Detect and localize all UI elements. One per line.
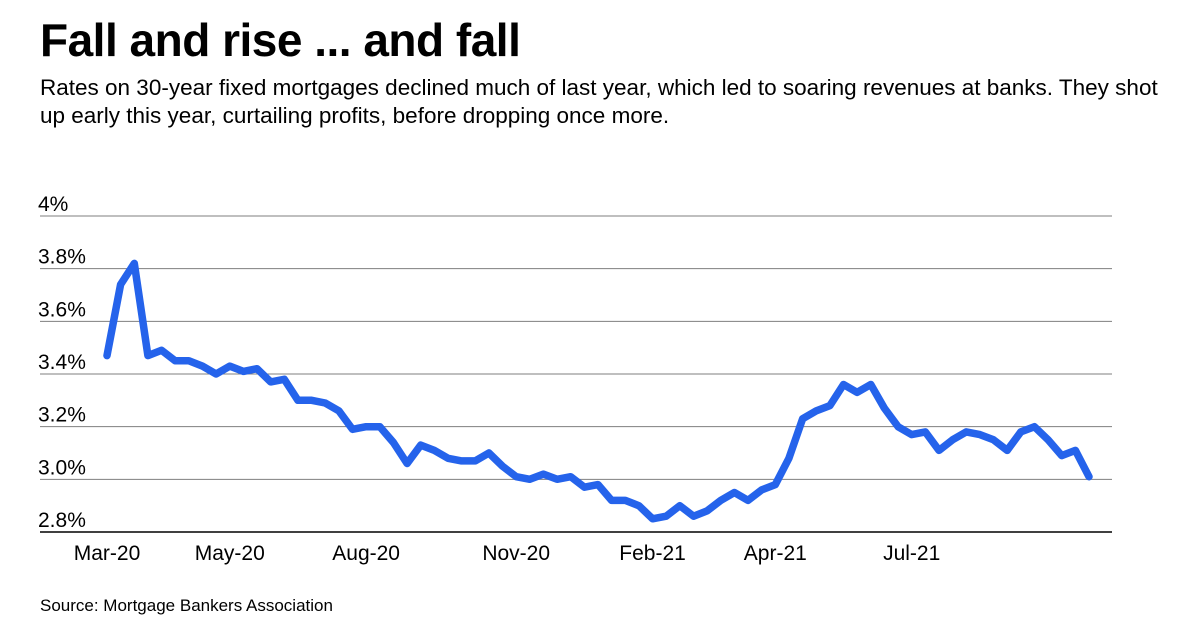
data-point xyxy=(418,442,424,448)
data-point xyxy=(786,455,792,461)
x-tick-label: Apr-21 xyxy=(744,542,807,565)
y-tick-label: 2.8% xyxy=(38,509,86,532)
data-point xyxy=(854,389,860,395)
data-point xyxy=(131,260,137,266)
data-point xyxy=(459,458,465,464)
data-point xyxy=(295,397,301,403)
x-tick-label: Aug-20 xyxy=(332,542,400,565)
chart-subtitle: Rates on 30-year fixed mortgages decline… xyxy=(40,75,1158,128)
data-point xyxy=(950,437,956,443)
data-point xyxy=(118,281,124,287)
source-note: Source: Mortgage Bankers Association xyxy=(40,596,333,615)
y-tick-label: 3.0% xyxy=(38,456,86,479)
chart-title: Fall and rise ... and fall xyxy=(40,14,521,66)
y-tick-label: 3.6% xyxy=(38,298,86,321)
data-point xyxy=(922,429,928,435)
data-point xyxy=(609,497,615,503)
data-point xyxy=(759,487,765,493)
data-point xyxy=(868,382,874,388)
data-point xyxy=(568,474,574,480)
y-tick-label: 3.8% xyxy=(38,246,86,269)
gridlines xyxy=(40,215,1112,533)
data-point xyxy=(745,497,751,503)
data-point xyxy=(445,455,451,461)
data-point xyxy=(377,424,383,430)
data-point xyxy=(772,482,778,488)
data-point xyxy=(704,508,710,514)
data-point xyxy=(977,432,983,438)
x-tick-label: May-20 xyxy=(195,542,265,565)
data-point xyxy=(595,482,601,488)
data-point xyxy=(881,405,887,411)
data-point xyxy=(309,397,315,403)
data-point xyxy=(991,437,997,443)
x-tick-label: Feb-21 xyxy=(619,542,686,565)
x-tick-label: Nov-20 xyxy=(482,542,550,565)
x-axis-tick-labels: Mar-20 May-20 Aug-20 Nov-20 Feb-21 Apr-21 Jul-… xyxy=(74,542,941,565)
data-point xyxy=(622,497,628,503)
data-point xyxy=(1031,424,1037,430)
data-point xyxy=(159,347,165,353)
data-point xyxy=(663,513,669,519)
data-point xyxy=(540,471,546,477)
data-point xyxy=(199,363,205,369)
data-point xyxy=(963,429,969,435)
data-point xyxy=(104,353,110,359)
x-tick-label: Jul-21 xyxy=(883,542,940,565)
data-point xyxy=(1072,447,1078,453)
data-point xyxy=(800,416,806,422)
data-point xyxy=(254,366,260,372)
data-point xyxy=(581,484,587,490)
data-point xyxy=(718,497,724,503)
data-point xyxy=(554,476,560,482)
y-tick-label: 4% xyxy=(38,193,68,216)
data-point xyxy=(636,503,642,509)
data-point xyxy=(363,424,369,430)
data-point xyxy=(909,432,915,438)
y-tick-label: 3.2% xyxy=(38,404,86,427)
y-tick-label: 3.4% xyxy=(38,351,86,374)
data-point xyxy=(827,403,833,409)
data-point xyxy=(813,408,819,414)
data-point xyxy=(281,376,287,382)
data-point xyxy=(731,490,737,496)
data-point xyxy=(841,382,847,388)
data-point xyxy=(268,379,274,385)
data-point xyxy=(213,371,219,377)
data-point xyxy=(486,450,492,456)
data-point xyxy=(172,358,178,364)
data-point xyxy=(690,513,696,519)
data-point xyxy=(227,363,233,369)
data-point xyxy=(513,474,519,480)
series-line xyxy=(103,259,1093,523)
data-point xyxy=(650,516,656,522)
data-point xyxy=(527,476,533,482)
data-point xyxy=(186,358,192,364)
data-point xyxy=(336,408,342,414)
data-point xyxy=(936,447,942,453)
data-point xyxy=(431,447,437,453)
y-axis-tick-labels: 4% 3.8% 3.6% 3.4% 3.2% 3.0% 2.8% xyxy=(38,193,86,532)
data-point xyxy=(1045,437,1051,443)
data-point xyxy=(145,353,151,359)
data-point xyxy=(1018,429,1024,435)
data-point xyxy=(500,463,506,469)
data-point xyxy=(390,439,396,445)
data-point xyxy=(472,458,478,464)
x-tick-label: Mar-20 xyxy=(74,542,141,565)
data-point xyxy=(1086,474,1092,480)
data-point xyxy=(404,461,410,467)
data-point xyxy=(322,400,328,406)
data-point xyxy=(1059,453,1065,459)
series-layer xyxy=(103,259,1093,523)
data-point xyxy=(677,503,683,509)
data-point xyxy=(350,426,356,432)
data-point xyxy=(240,368,246,374)
data-point xyxy=(895,424,901,430)
data-point xyxy=(1004,447,1010,453)
